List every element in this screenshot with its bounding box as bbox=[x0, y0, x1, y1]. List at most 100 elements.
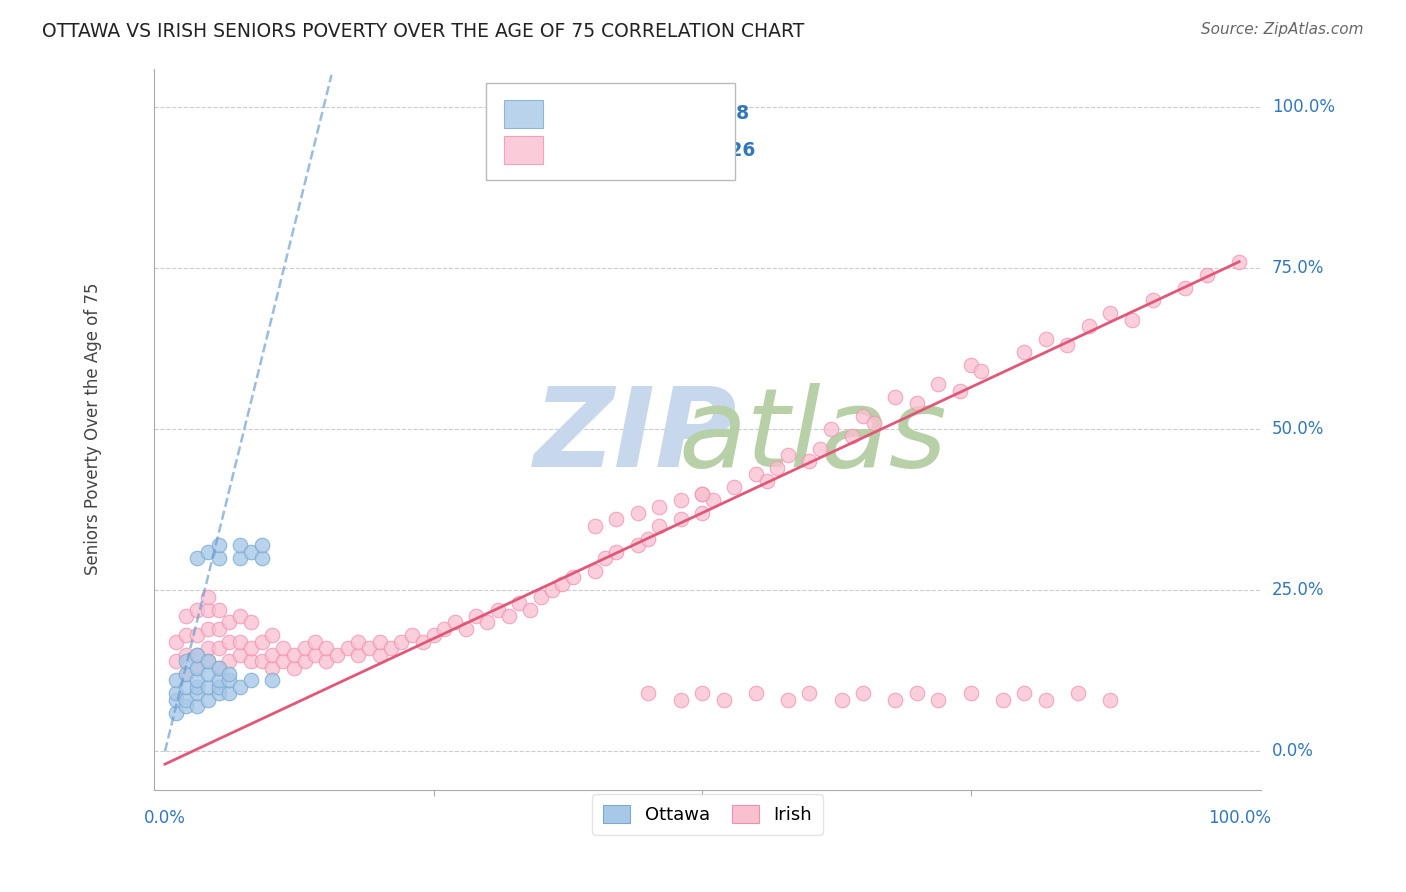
Point bbox=[176, 667, 198, 681]
Text: R = 0.660: R = 0.660 bbox=[555, 141, 650, 160]
Text: OTTAWA VS IRISH SENIORS POVERTY OVER THE AGE OF 75 CORRELATION CHART: OTTAWA VS IRISH SENIORS POVERTY OVER THE… bbox=[42, 22, 804, 41]
Point bbox=[1174, 280, 1197, 294]
Point bbox=[991, 692, 1014, 706]
Point bbox=[208, 686, 231, 700]
Point bbox=[595, 551, 617, 566]
Point bbox=[186, 680, 208, 694]
Text: 75.0%: 75.0% bbox=[1272, 260, 1324, 277]
Point bbox=[197, 602, 219, 616]
Point bbox=[723, 480, 745, 494]
Point bbox=[422, 628, 444, 642]
Point bbox=[186, 673, 208, 688]
Point bbox=[197, 667, 219, 681]
Point bbox=[637, 686, 659, 700]
Point bbox=[315, 654, 337, 668]
Point bbox=[605, 512, 627, 526]
Point bbox=[841, 428, 863, 442]
Point bbox=[927, 692, 949, 706]
Point bbox=[776, 448, 799, 462]
Point bbox=[745, 467, 768, 482]
Point bbox=[239, 641, 262, 656]
Point bbox=[1142, 293, 1164, 308]
Point bbox=[294, 641, 316, 656]
Point bbox=[271, 641, 294, 656]
Point bbox=[176, 628, 198, 642]
Point bbox=[208, 660, 231, 674]
Point bbox=[208, 660, 231, 674]
Point bbox=[186, 686, 208, 700]
Point bbox=[465, 609, 488, 624]
Text: N =  38: N = 38 bbox=[672, 104, 749, 123]
Point bbox=[176, 609, 198, 624]
Point bbox=[197, 680, 219, 694]
Point bbox=[637, 532, 659, 546]
Point bbox=[820, 422, 842, 436]
Point bbox=[498, 609, 520, 624]
Point bbox=[1067, 686, 1090, 700]
Point bbox=[745, 686, 768, 700]
Point bbox=[530, 590, 553, 604]
Point bbox=[401, 628, 423, 642]
Point bbox=[197, 590, 219, 604]
Text: Seniors Poverty Over the Age of 75: Seniors Poverty Over the Age of 75 bbox=[84, 283, 103, 575]
Point bbox=[1035, 332, 1057, 346]
Point bbox=[669, 512, 692, 526]
Point bbox=[1014, 345, 1036, 359]
Point bbox=[648, 518, 671, 533]
Text: N = 126: N = 126 bbox=[672, 141, 755, 160]
Point bbox=[690, 686, 713, 700]
Point bbox=[970, 364, 993, 378]
Point bbox=[540, 583, 562, 598]
Point bbox=[1056, 338, 1078, 352]
Text: 0.0%: 0.0% bbox=[143, 809, 186, 827]
Point bbox=[347, 634, 370, 648]
Point bbox=[799, 686, 821, 700]
Point bbox=[165, 692, 187, 706]
Point bbox=[229, 634, 252, 648]
Point bbox=[208, 551, 231, 566]
Point bbox=[250, 538, 273, 552]
Point bbox=[197, 692, 219, 706]
Point bbox=[357, 641, 380, 656]
Point bbox=[690, 486, 713, 500]
Point bbox=[304, 648, 326, 662]
Point bbox=[262, 660, 284, 674]
Point bbox=[283, 660, 305, 674]
Point bbox=[176, 692, 198, 706]
Point bbox=[412, 634, 434, 648]
Point bbox=[208, 622, 231, 636]
Text: 100.0%: 100.0% bbox=[1272, 98, 1334, 116]
Point bbox=[1195, 268, 1218, 282]
Point bbox=[905, 686, 928, 700]
Point bbox=[239, 673, 262, 688]
Text: 50.0%: 50.0% bbox=[1272, 420, 1324, 438]
Point bbox=[1099, 306, 1122, 320]
Point bbox=[884, 390, 907, 404]
Point bbox=[1014, 686, 1036, 700]
Point bbox=[176, 648, 198, 662]
Point bbox=[669, 493, 692, 508]
Point bbox=[368, 634, 391, 648]
Point bbox=[831, 692, 853, 706]
Text: ZIP: ZIP bbox=[534, 383, 737, 490]
Point bbox=[186, 699, 208, 714]
Point bbox=[519, 602, 541, 616]
Point bbox=[1077, 319, 1099, 334]
Point bbox=[271, 654, 294, 668]
Point bbox=[176, 699, 198, 714]
Point bbox=[486, 602, 509, 616]
Text: 0.0%: 0.0% bbox=[1272, 742, 1313, 760]
Point bbox=[315, 641, 337, 656]
Point bbox=[852, 686, 875, 700]
Point bbox=[239, 654, 262, 668]
Point bbox=[218, 654, 240, 668]
FancyBboxPatch shape bbox=[503, 136, 543, 164]
Point bbox=[766, 461, 789, 475]
Point bbox=[218, 686, 240, 700]
Point bbox=[165, 654, 187, 668]
Point bbox=[551, 576, 574, 591]
Point bbox=[583, 564, 606, 578]
Text: 25.0%: 25.0% bbox=[1272, 582, 1324, 599]
Point bbox=[799, 454, 821, 468]
Point bbox=[454, 622, 477, 636]
